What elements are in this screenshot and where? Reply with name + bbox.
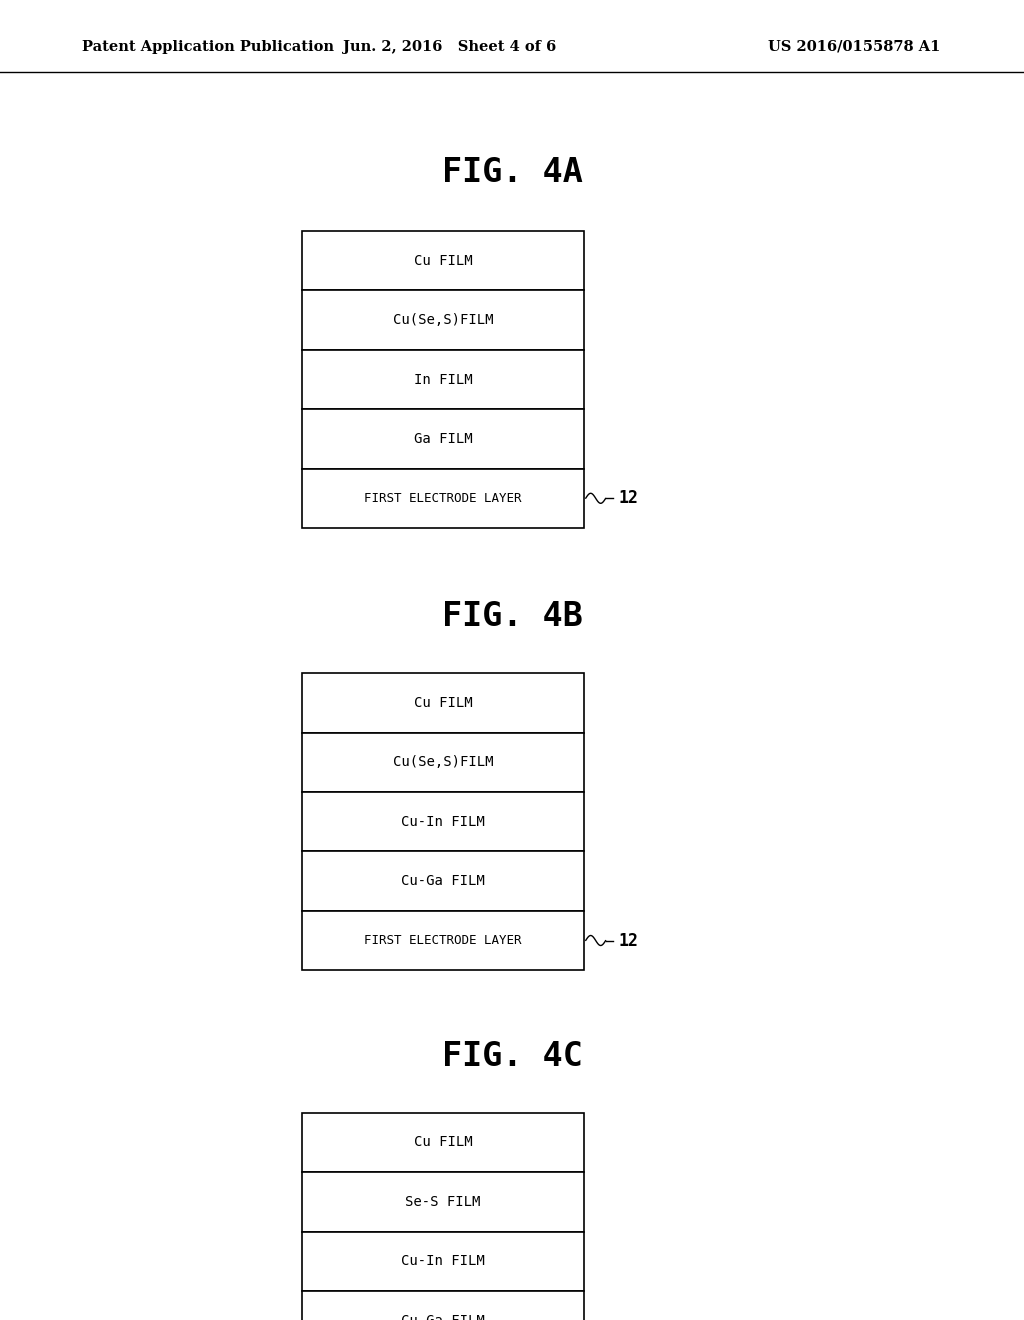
Bar <box>302 733 584 792</box>
Bar <box>302 673 584 733</box>
Text: Cu FILM: Cu FILM <box>414 253 472 268</box>
Text: Cu-Ga FILM: Cu-Ga FILM <box>401 1313 484 1320</box>
Text: Jun. 2, 2016   Sheet 4 of 6: Jun. 2, 2016 Sheet 4 of 6 <box>343 40 557 54</box>
Bar <box>302 851 584 911</box>
Text: Se-S FILM: Se-S FILM <box>406 1195 480 1209</box>
Bar <box>302 1291 584 1320</box>
Bar <box>302 1232 584 1291</box>
Bar <box>302 911 584 970</box>
Text: Cu-In FILM: Cu-In FILM <box>401 1254 484 1269</box>
Bar <box>302 231 584 290</box>
Text: FIG. 4B: FIG. 4B <box>441 599 583 634</box>
Bar <box>302 1113 584 1172</box>
Text: FIRST ELECTRODE LAYER: FIRST ELECTRODE LAYER <box>365 935 521 946</box>
Text: US 2016/0155878 A1: US 2016/0155878 A1 <box>768 40 940 54</box>
Text: Cu FILM: Cu FILM <box>414 1135 472 1150</box>
Text: Cu(Se,S)FILM: Cu(Se,S)FILM <box>392 313 494 327</box>
Bar <box>302 1172 584 1232</box>
Text: FIRST ELECTRODE LAYER: FIRST ELECTRODE LAYER <box>365 492 521 504</box>
Text: FIG. 4C: FIG. 4C <box>441 1040 583 1072</box>
Bar <box>302 350 584 409</box>
Text: In FILM: In FILM <box>414 372 472 387</box>
Text: Cu(Se,S)FILM: Cu(Se,S)FILM <box>392 755 494 770</box>
Text: Ga FILM: Ga FILM <box>414 432 472 446</box>
Bar <box>302 290 584 350</box>
Text: FIG. 4A: FIG. 4A <box>441 157 583 190</box>
Bar <box>302 469 584 528</box>
Bar <box>302 792 584 851</box>
Text: Cu FILM: Cu FILM <box>414 696 472 710</box>
Text: 12: 12 <box>618 490 639 507</box>
Text: 12: 12 <box>618 932 639 949</box>
Bar <box>302 409 584 469</box>
Text: Cu-In FILM: Cu-In FILM <box>401 814 484 829</box>
Text: Cu-Ga FILM: Cu-Ga FILM <box>401 874 484 888</box>
Text: Patent Application Publication: Patent Application Publication <box>82 40 334 54</box>
